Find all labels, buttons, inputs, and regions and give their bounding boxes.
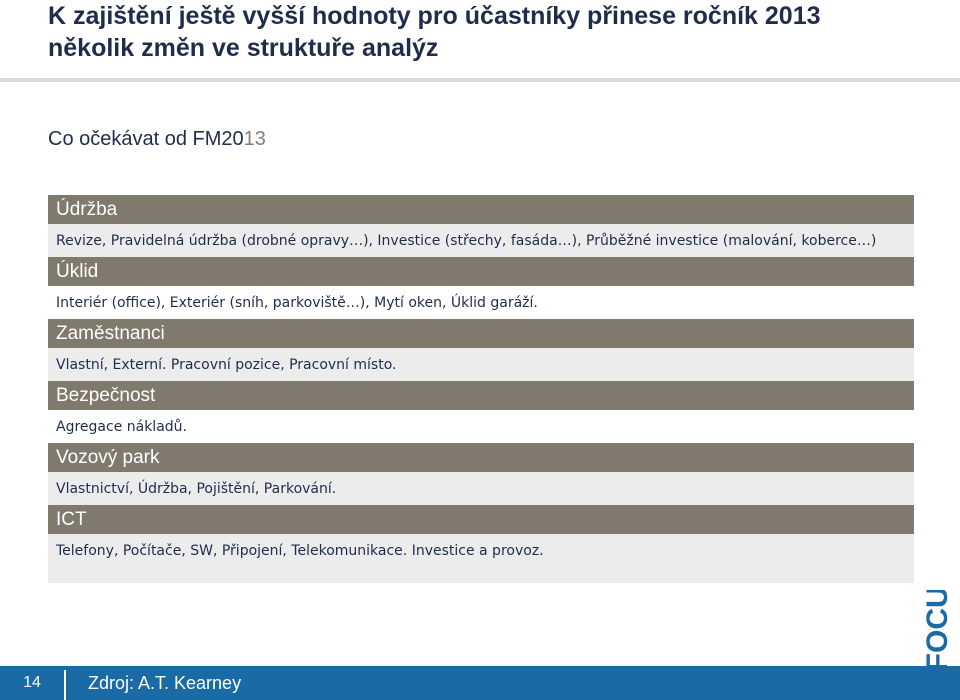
section-heading-ict: ICT: [48, 505, 914, 534]
section-body-udrzba: Revize, Pravidelná údržba (drobné opravy…: [48, 224, 914, 257]
subtitle: Co očekávat od FM2013: [48, 128, 266, 151]
section-body-bezpecnost: Agregace nákladů.: [48, 410, 914, 443]
section-body-zamestnanci: Vlastní, Externí. Pracovní pozice, Praco…: [48, 348, 914, 381]
section-body-ict: Telefony, Počítače, SW, Připojení, Telek…: [48, 534, 914, 583]
section-heading-udrzba: Údržba: [48, 195, 914, 224]
section-heading-bezpecnost: Bezpečnost: [48, 381, 914, 410]
subtitle-text: Co očekávat od FM20: [48, 128, 244, 150]
subtitle-year-suffix: 13: [243, 128, 266, 150]
section-heading-uklid: Úklid: [48, 257, 914, 286]
logo-text: FOCUS: [921, 590, 954, 671]
page-number: 14: [23, 674, 41, 691]
footer-separator: [64, 670, 66, 700]
section-heading-zamestnanci: Zaměstnanci: [48, 319, 914, 348]
source-note: Zdroj: A.T. Kearney: [88, 673, 242, 693]
section-body-uklid: Interiér (office), Exteriér (sníh, parko…: [48, 286, 914, 319]
section-body-vozovy-park: Vlastnictví, Údržba, Pojištění, Parkován…: [48, 472, 914, 505]
footer-bar: [0, 666, 960, 700]
analysis-structure-table: Údržba Revize, Pravidelná údržba (drobné…: [48, 195, 914, 583]
title-divider: [0, 78, 960, 82]
page-title: K zajištění ještě vyšší hodnoty pro účas…: [48, 2, 821, 62]
section-heading-vozovy-park: Vozový park: [48, 443, 914, 472]
